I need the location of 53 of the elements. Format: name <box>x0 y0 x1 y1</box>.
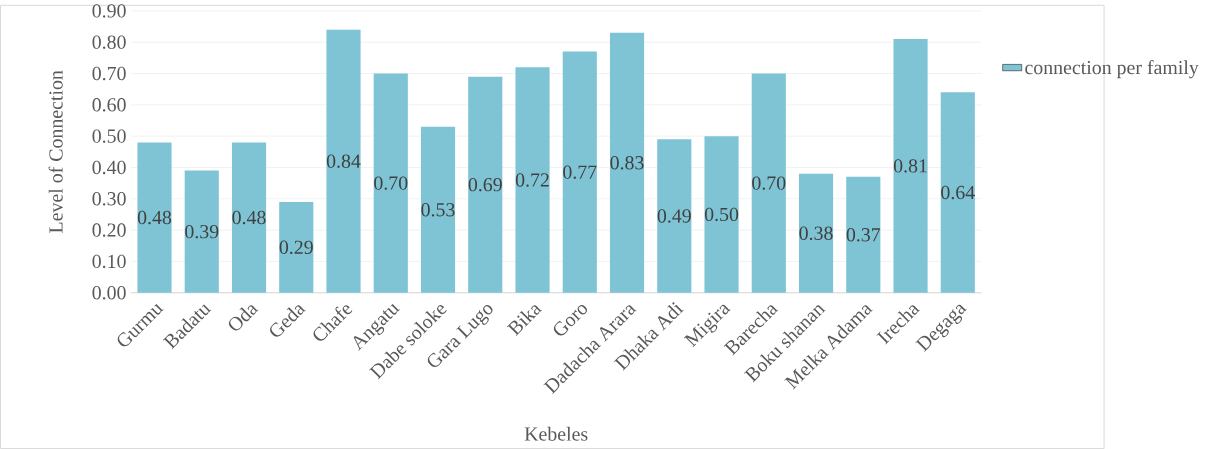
data-label: 0.48 <box>137 210 172 225</box>
bar <box>940 92 975 293</box>
data-label: 0.83 <box>610 156 644 170</box>
bar <box>515 67 550 293</box>
y-tick-label: 0.70 <box>92 66 126 81</box>
y-tick-label: 0.20 <box>92 223 126 237</box>
data-label: 0.48 <box>232 210 266 225</box>
y-tick-label: 0.30 <box>92 192 126 206</box>
data-label: 0.81 <box>893 159 927 173</box>
bar <box>231 142 267 293</box>
bar <box>562 51 597 293</box>
bar <box>279 201 314 293</box>
bar <box>657 139 692 293</box>
y-tick-label: 0.90 <box>92 4 126 18</box>
bar <box>184 170 219 293</box>
data-label: 0.70 <box>752 176 786 190</box>
x-tick-label: Geda <box>270 305 306 337</box>
x-tick-label: Bika <box>506 305 543 336</box>
data-label: 0.29 <box>279 240 313 255</box>
legend-label: connection per family <box>1025 60 1199 79</box>
bar <box>798 173 834 293</box>
x-tick-label: Goro <box>553 304 588 336</box>
data-label: 0.49 <box>657 209 691 223</box>
data-label: 0.50 <box>704 207 739 222</box>
bar <box>893 39 928 293</box>
y-axis-title: Level of Connection <box>48 70 63 233</box>
y-tick-label: 0.00 <box>92 285 126 300</box>
bar <box>373 73 408 293</box>
x-tick-label: Oda <box>228 305 259 331</box>
data-label: 0.53 <box>421 202 455 217</box>
data-label: 0.64 <box>941 185 975 200</box>
data-label: 0.38 <box>799 226 833 240</box>
x-axis-title: Kebeles <box>524 426 588 441</box>
data-label: 0.39 <box>185 224 219 239</box>
y-tick-label: 0.60 <box>92 98 126 112</box>
data-label: 0.84 <box>326 154 361 168</box>
data-label: 0.72 <box>515 173 549 187</box>
y-tick-label: 0.80 <box>92 35 126 49</box>
data-label: 0.69 <box>468 177 502 192</box>
y-tick-label: 0.40 <box>92 160 126 175</box>
bar <box>846 176 881 293</box>
bar <box>609 32 645 293</box>
data-label: 0.70 <box>374 176 408 190</box>
bar <box>704 136 739 293</box>
bar <box>420 126 456 293</box>
bar <box>326 29 361 293</box>
y-tick-label: 0.50 <box>92 129 126 143</box>
y-tick-label: 0.10 <box>92 254 126 269</box>
bar <box>751 73 786 293</box>
bar <box>137 142 172 293</box>
data-label: 0.37 <box>846 228 881 242</box>
bar <box>468 76 503 293</box>
data-label: 0.77 <box>563 165 597 179</box>
